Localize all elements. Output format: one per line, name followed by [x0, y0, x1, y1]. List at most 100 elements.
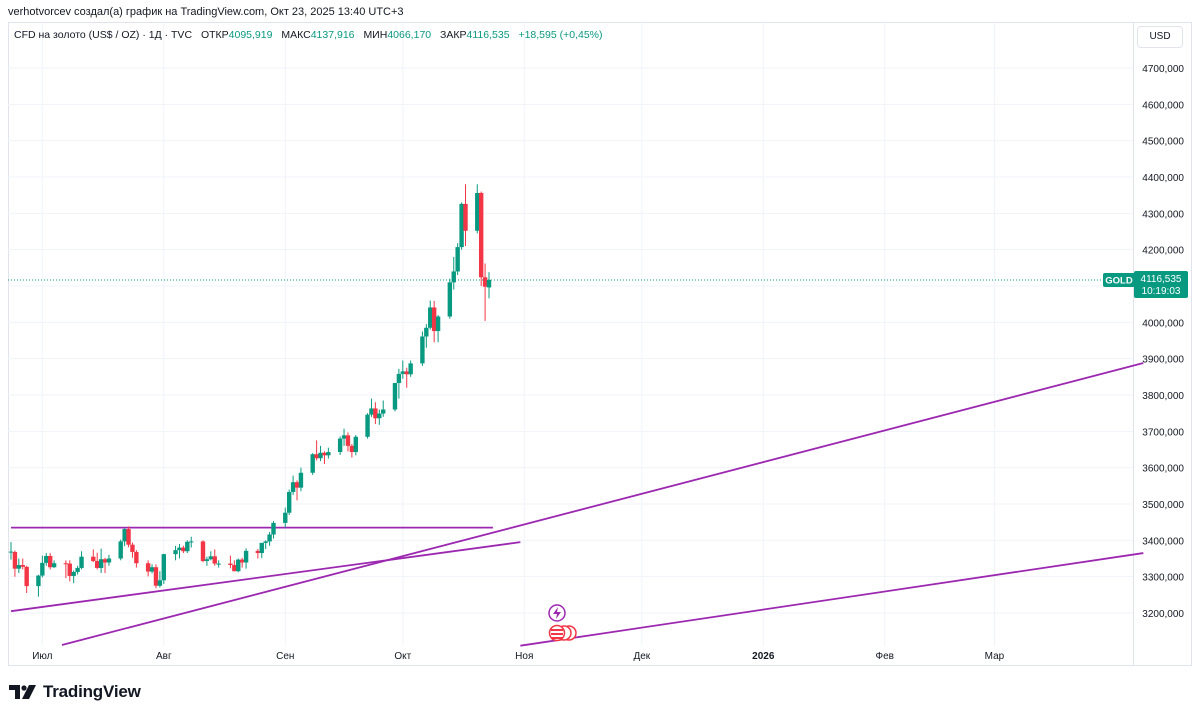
- candle-body[interactable]: [271, 522, 276, 535]
- candle-body[interactable]: [63, 563, 69, 565]
- candle-body[interactable]: [486, 279, 492, 288]
- candle-body[interactable]: [36, 575, 41, 587]
- candle-body[interactable]: [396, 373, 402, 384]
- candle-body[interactable]: [12, 551, 18, 569]
- candle-body[interactable]: [455, 247, 460, 272]
- candle-body[interactable]: [322, 452, 327, 456]
- candle-body[interactable]: [482, 277, 488, 287]
- y-tick-label: 3600,000: [1142, 464, 1184, 475]
- candle-body[interactable]: [349, 445, 355, 453]
- candle-body[interactable]: [478, 192, 484, 278]
- candle-body[interactable]: [431, 307, 437, 332]
- candle-body[interactable]: [369, 408, 374, 415]
- candle-body[interactable]: [94, 561, 100, 568]
- candle-body[interactable]: [157, 580, 163, 586]
- candle-body[interactable]: [326, 452, 331, 456]
- candle-body[interactable]: [177, 547, 182, 551]
- candle-body[interactable]: [310, 454, 315, 473]
- candle-body[interactable]: [67, 563, 72, 576]
- candle-body[interactable]: [204, 559, 210, 562]
- candle-body[interactable]: [318, 452, 323, 459]
- candle-body[interactable]: [420, 336, 425, 364]
- candle-body[interactable]: [314, 454, 319, 459]
- candle-body[interactable]: [130, 544, 135, 552]
- currency-button[interactable]: USD: [1137, 26, 1183, 48]
- candle-body[interactable]: [377, 413, 382, 419]
- candle-body[interactable]: [451, 271, 456, 283]
- candle-body[interactable]: [298, 472, 304, 488]
- candle-body[interactable]: [294, 482, 300, 488]
- candle-body[interactable]: [353, 436, 358, 453]
- candle-body[interactable]: [98, 559, 104, 568]
- candle-body[interactable]: [392, 383, 398, 410]
- candle-body[interactable]: [75, 567, 80, 572]
- candle-body[interactable]: [228, 563, 233, 566]
- candle-body[interactable]: [91, 556, 96, 562]
- candle-body[interactable]: [463, 203, 468, 231]
- candle-body[interactable]: [16, 565, 22, 569]
- candle-body[interactable]: [255, 550, 261, 554]
- y-tick-label: 4500,000: [1142, 137, 1184, 148]
- candle-body[interactable]: [47, 555, 53, 568]
- candle-body[interactable]: [79, 556, 84, 568]
- candle-body[interactable]: [20, 565, 25, 567]
- candle-body[interactable]: [106, 558, 112, 563]
- candle-body[interactable]: [365, 414, 370, 437]
- candle-body[interactable]: [173, 550, 178, 555]
- candle-body[interactable]: [189, 541, 194, 543]
- candle-body[interactable]: [71, 571, 76, 576]
- candle-body[interactable]: [153, 567, 159, 586]
- candle-body[interactable]: [259, 542, 264, 554]
- candle-body[interactable]: [345, 435, 351, 446]
- candle-body[interactable]: [404, 371, 409, 375]
- candle-body[interactable]: [44, 555, 49, 563]
- candle-body[interactable]: [263, 541, 268, 543]
- candle-body[interactable]: [118, 541, 123, 559]
- candle-body[interactable]: [149, 567, 155, 572]
- candle-body[interactable]: [8, 551, 14, 553]
- candle-body[interactable]: [181, 547, 186, 552]
- candle-body[interactable]: [424, 327, 429, 337]
- candle-body[interactable]: [267, 534, 272, 542]
- candle-body[interactable]: [337, 438, 343, 453]
- trendline-lower-support[interactable]: [10, 541, 521, 613]
- candle-body[interactable]: [286, 492, 292, 513]
- candle-body[interactable]: [400, 371, 406, 374]
- candle-body[interactable]: [475, 192, 480, 231]
- candle-body[interactable]: [208, 556, 214, 560]
- candle-body[interactable]: [200, 541, 206, 562]
- candle-body[interactable]: [373, 408, 378, 419]
- symbol-name[interactable]: CFD на золото (US$ / OZ) · 1Д · TVC: [14, 29, 193, 41]
- candle-body[interactable]: [24, 566, 29, 587]
- candle-body[interactable]: [408, 363, 413, 375]
- candle-body[interactable]: [51, 563, 57, 568]
- candle-body[interactable]: [447, 282, 453, 317]
- candle-body[interactable]: [145, 563, 151, 572]
- footer-brand[interactable]: TradingView: [9, 682, 141, 702]
- candle-body[interactable]: [243, 550, 249, 563]
- event-markers[interactable]: [548, 604, 577, 642]
- candle-body[interactable]: [435, 316, 441, 332]
- candle-body[interactable]: [161, 554, 167, 581]
- candle-body[interactable]: [126, 529, 131, 545]
- candle-body[interactable]: [232, 565, 237, 572]
- trendline-projected-channel-line[interactable]: [520, 552, 1144, 647]
- candle-body[interactable]: [102, 559, 108, 563]
- candle-body[interactable]: [216, 563, 221, 565]
- candle-body[interactable]: [283, 512, 288, 523]
- candle-body[interactable]: [185, 541, 190, 552]
- candle-body[interactable]: [236, 559, 241, 572]
- trendline-long-rising-trendline[interactable]: [61, 362, 1144, 646]
- candle-body[interactable]: [239, 559, 245, 563]
- candle-body[interactable]: [428, 307, 433, 328]
- candle-body[interactable]: [122, 529, 127, 542]
- candle-body[interactable]: [212, 556, 217, 564]
- candle-body[interactable]: [290, 482, 296, 493]
- candle-body[interactable]: [40, 562, 45, 576]
- candle-body[interactable]: [341, 435, 347, 439]
- candle-body[interactable]: [134, 551, 139, 564]
- candle-body[interactable]: [459, 203, 464, 248]
- candle-body[interactable]: [381, 409, 386, 414]
